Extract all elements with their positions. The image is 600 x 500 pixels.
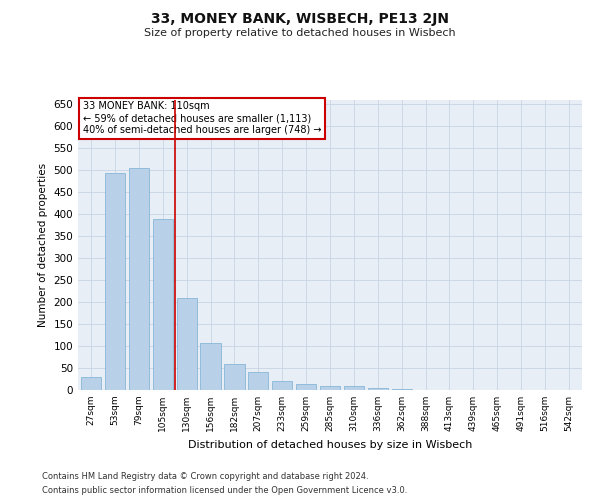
Bar [176,298,197,390]
Bar [368,388,388,390]
Bar [392,389,412,390]
Bar [248,372,268,390]
Bar [344,386,364,390]
Bar [152,218,173,390]
Bar [224,364,245,390]
Bar [129,168,149,390]
Text: Contains HM Land Registry data © Crown copyright and database right 2024.: Contains HM Land Registry data © Crown c… [42,472,368,481]
Text: Size of property relative to detached houses in Wisbech: Size of property relative to detached ho… [144,28,456,38]
Text: 33, MONEY BANK, WISBECH, PE13 2JN: 33, MONEY BANK, WISBECH, PE13 2JN [151,12,449,26]
Bar [81,377,101,390]
Bar [320,386,340,390]
Bar [296,384,316,390]
Y-axis label: Number of detached properties: Number of detached properties [38,163,48,327]
Text: 33 MONEY BANK: 110sqm
← 59% of detached houses are smaller (1,113)
40% of semi-d: 33 MONEY BANK: 110sqm ← 59% of detached … [83,102,322,134]
X-axis label: Distribution of detached houses by size in Wisbech: Distribution of detached houses by size … [188,440,472,450]
Bar [272,381,292,390]
Bar [105,172,125,390]
Text: Contains public sector information licensed under the Open Government Licence v3: Contains public sector information licen… [42,486,407,495]
Bar [200,344,221,390]
